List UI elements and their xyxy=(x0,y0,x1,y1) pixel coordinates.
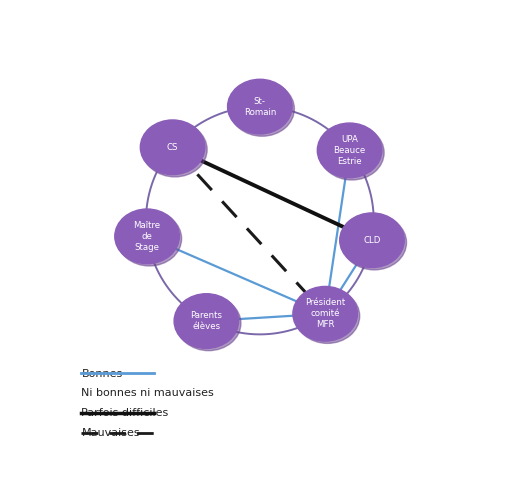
Ellipse shape xyxy=(115,209,179,264)
Text: St-
Romain: St- Romain xyxy=(244,97,276,117)
Ellipse shape xyxy=(230,81,295,136)
Text: UPA
Beauce
Estrie: UPA Beauce Estrie xyxy=(334,135,366,166)
Ellipse shape xyxy=(142,122,207,177)
Ellipse shape xyxy=(293,286,357,341)
Text: Maître
de
Stage: Maître de Stage xyxy=(133,221,161,252)
Text: CS: CS xyxy=(167,143,178,152)
Ellipse shape xyxy=(117,211,182,266)
Text: CLD: CLD xyxy=(364,236,381,245)
Text: Bonnes: Bonnes xyxy=(82,369,123,379)
Ellipse shape xyxy=(140,120,205,175)
Text: Mauvaises: Mauvaises xyxy=(82,428,140,438)
Text: Ni bonnes ni mauvaises: Ni bonnes ni mauvaises xyxy=(82,388,214,398)
Ellipse shape xyxy=(340,213,404,268)
Ellipse shape xyxy=(176,296,241,351)
Text: Parfois difficiles: Parfois difficiles xyxy=(82,408,169,418)
Ellipse shape xyxy=(228,79,292,134)
Ellipse shape xyxy=(319,125,384,180)
Ellipse shape xyxy=(174,294,239,349)
Text: Président
comité
MFR: Président comité MFR xyxy=(305,298,345,329)
Ellipse shape xyxy=(317,123,382,177)
Text: Parents
élèves: Parents élèves xyxy=(190,311,223,331)
Ellipse shape xyxy=(342,215,407,270)
Ellipse shape xyxy=(295,289,359,344)
